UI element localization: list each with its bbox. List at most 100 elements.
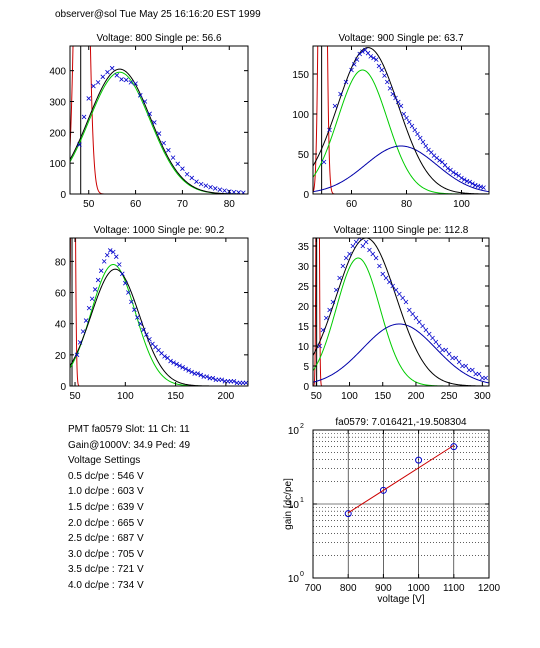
data-point (376, 63, 382, 69)
data-point (101, 259, 107, 264)
x-tick-label: 700 (305, 583, 322, 594)
pedestal-fit-line (70, 238, 81, 386)
data-point (440, 347, 445, 353)
chart-title: Voltage: 1000 Single pe: 90.2 (94, 225, 225, 236)
data-point (453, 355, 459, 361)
data-point (123, 77, 129, 83)
y-tick-label: 10 (288, 426, 300, 437)
data-point (174, 361, 179, 367)
data-point (464, 178, 470, 184)
x-tick-label: 70 (177, 199, 189, 210)
data-point (180, 166, 185, 171)
data-point (467, 179, 473, 185)
x-tick-label: 150 (374, 391, 391, 402)
x-tick-label: 200 (408, 391, 425, 402)
data-point (354, 57, 360, 62)
data-point (412, 127, 418, 133)
data-point (475, 183, 481, 189)
y-tick-label: 150 (292, 70, 309, 81)
x-tick-label: 200 (218, 391, 235, 402)
data-point (317, 343, 322, 349)
data-point (219, 377, 225, 383)
data-point (387, 86, 393, 91)
voltage-setting: 0.5 dc/pe : 546 V (68, 470, 144, 482)
data-point (480, 375, 485, 381)
data-point (437, 158, 442, 163)
data-point (100, 74, 106, 80)
axes-frame (312, 45, 490, 195)
data-point (332, 103, 338, 109)
data-point (403, 299, 409, 305)
axes-frame (69, 237, 249, 387)
plot-area (313, 46, 489, 194)
data-point (398, 103, 404, 109)
settings-title: Voltage Settings (68, 455, 141, 467)
data-point (379, 67, 385, 73)
data-point (338, 91, 343, 97)
plot-area (313, 430, 489, 578)
y-tick-label: 60 (55, 289, 67, 300)
data-point (168, 358, 173, 364)
x-tick-label: 50 (69, 391, 81, 402)
y-tick-label: 100 (49, 159, 66, 170)
data-point (430, 335, 435, 341)
data-point (413, 315, 419, 321)
fit-line-pe1 (313, 69, 489, 194)
y-tick-exponent: 2 (300, 423, 304, 430)
data-point (104, 252, 110, 258)
data-point (373, 57, 379, 62)
data-point (472, 182, 478, 188)
axes-frame (312, 237, 490, 387)
y-tick-label: 10 (298, 342, 310, 353)
data-point (446, 351, 452, 357)
data-point (363, 239, 369, 245)
x-tick-label: 250 (441, 391, 458, 402)
data-point (390, 283, 395, 289)
data-point (367, 247, 372, 253)
data-point (327, 307, 332, 313)
data-point (371, 55, 376, 61)
data-point (116, 262, 122, 267)
data-point (445, 166, 451, 171)
data-point (241, 190, 246, 194)
pedestal-fit-line (313, 238, 323, 386)
header-text: observer@sol Tue May 25 16:16:20 EST 199… (55, 9, 261, 20)
voltage-setting: 3.5 dc/pe : 721 V (68, 564, 144, 576)
data-point (409, 123, 415, 129)
data-point (114, 73, 120, 78)
fit-line-pe1 (313, 257, 489, 386)
data-point (368, 54, 374, 59)
data-point (410, 311, 415, 317)
data-point (343, 255, 349, 261)
data-point (177, 363, 182, 369)
data-point (397, 291, 402, 297)
y-tick-label: 30 (298, 262, 310, 273)
data-point (406, 119, 412, 125)
x-tick-label: 60 (346, 199, 358, 210)
chart-title: Voltage: 800 Single pe: 56.6 (96, 33, 222, 44)
chart-title: fa0579: 7.016421,-19.508304 (335, 417, 467, 428)
data-point (470, 367, 475, 373)
axes-frame (69, 45, 249, 195)
x-tick-label: 100 (453, 199, 470, 210)
data-point (142, 99, 148, 104)
data-point (400, 295, 405, 301)
data-point (81, 114, 87, 120)
data-point (77, 340, 83, 345)
voltage-setting: 1.5 dc/pe : 639 V (68, 501, 144, 513)
chart-panel-1 (69, 45, 249, 195)
x-tick-label: 800 (340, 583, 357, 594)
data-point (243, 380, 248, 386)
x-tick-label: 100 (117, 391, 134, 402)
chart-title: Voltage: 1100 Single pe: 112.8 (334, 225, 469, 236)
data-point (466, 367, 472, 373)
pmt-line: PMT fa0579 Slot: 11 Ch: 11 (68, 424, 190, 435)
data-point (330, 299, 336, 305)
data-point (384, 79, 390, 85)
data-point (95, 277, 101, 283)
data-point (138, 321, 143, 326)
y-tick-label: 5 (303, 362, 309, 373)
data-point (95, 80, 101, 85)
fit-line-total (313, 238, 489, 386)
data-point (473, 371, 478, 377)
